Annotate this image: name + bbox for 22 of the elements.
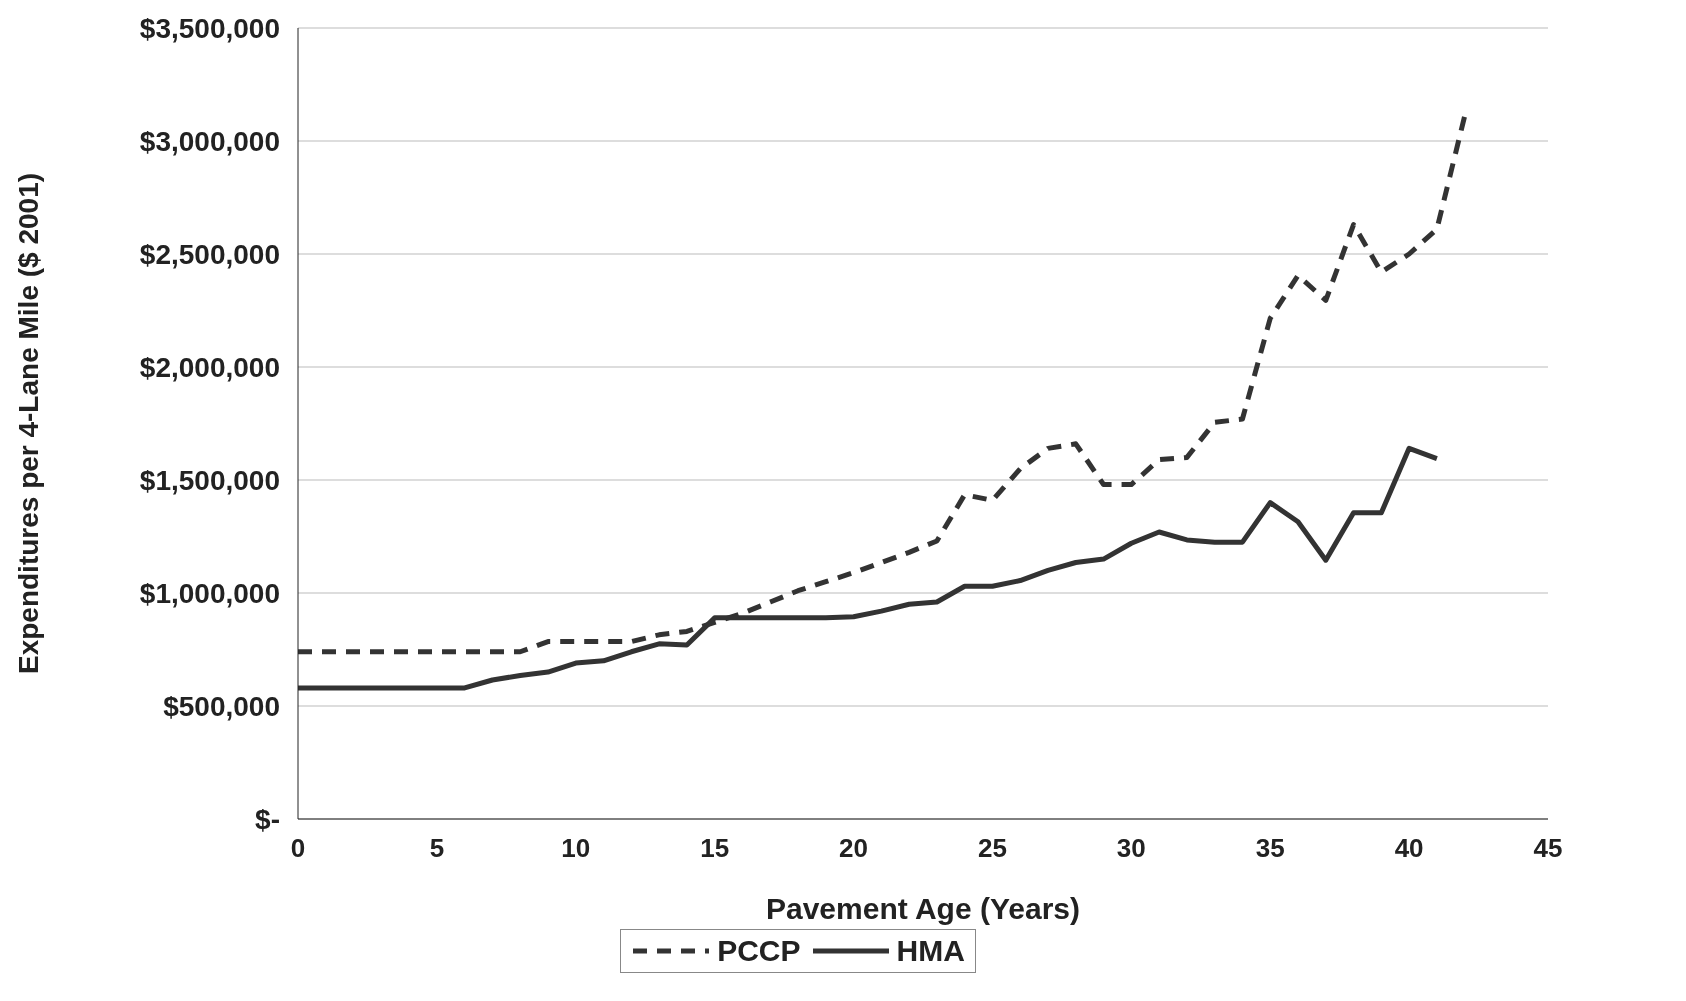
legend-label: PCCP — [717, 934, 801, 968]
x-tick-label: 10 — [561, 833, 591, 864]
y-tick-label: $2,000,000 — [139, 351, 280, 383]
x-tick-label: 5 — [429, 833, 445, 864]
y-axis-title: Expenditures per 4-Lane Mile ($ 2001) — [12, 172, 44, 675]
x-tick-label: 45 — [1533, 833, 1563, 864]
x-tick-label: 0 — [290, 833, 306, 864]
x-tick-label: 20 — [839, 833, 869, 864]
x-tick-label: 15 — [700, 833, 730, 864]
x-tick-label: 35 — [1255, 833, 1285, 864]
y-tick-label: $3,500,000 — [139, 12, 280, 44]
y-tick-label: $3,000,000 — [139, 125, 280, 157]
y-tick-label: $1,000,000 — [139, 577, 280, 609]
y-tick-label: $500,000 — [163, 690, 280, 722]
legend-label: HMA — [896, 934, 965, 968]
y-tick-label: $2,500,000 — [139, 238, 280, 270]
y-tick-label: $- — [255, 803, 280, 835]
x-tick-label: 30 — [1116, 833, 1146, 864]
y-tick-label: $1,500,000 — [139, 464, 280, 496]
x-tick-label: 25 — [977, 833, 1007, 864]
x-tick-label: 40 — [1394, 833, 1424, 864]
x-axis-title: Pavement Age (Years) — [765, 892, 1081, 925]
